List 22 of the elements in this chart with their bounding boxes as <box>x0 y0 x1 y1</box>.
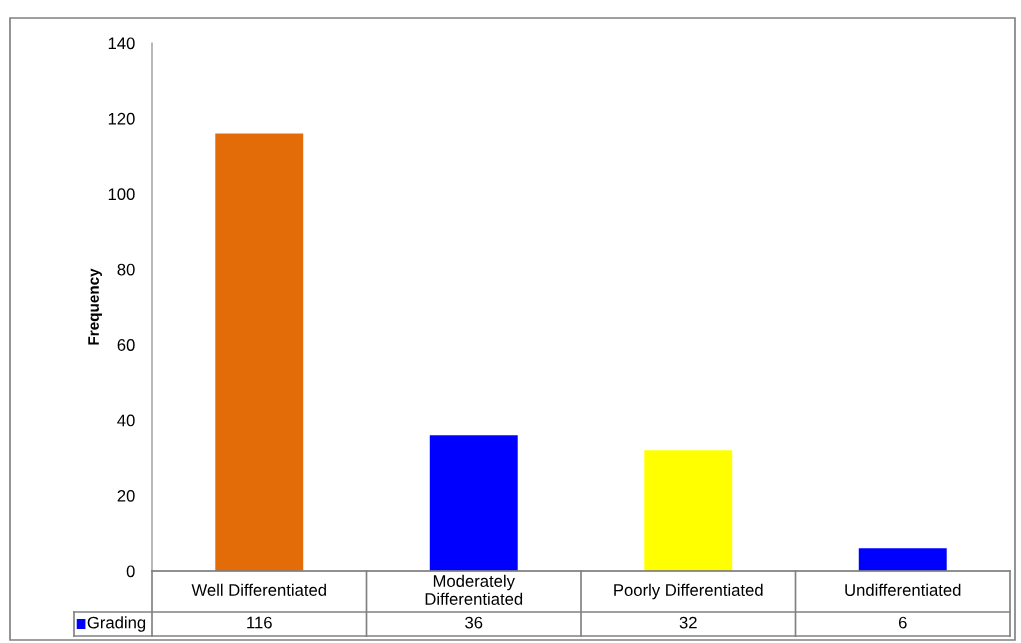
data-label: 6 <box>898 616 907 629</box>
y-tick-label: 100 <box>108 188 135 201</box>
x-tick-label: Undifferentiated <box>845 583 961 596</box>
y-tick-label: 120 <box>108 112 135 125</box>
y-tick-label: 80 <box>117 263 135 276</box>
data-label: 116 <box>247 616 272 629</box>
y-tick-label: 0 <box>126 565 135 578</box>
bar <box>429 435 518 571</box>
data-label: 36 <box>465 616 483 629</box>
y-tick-label: 40 <box>117 414 135 427</box>
x-tick-label: Poorly Differentiated <box>614 583 763 600</box>
bar <box>215 133 304 571</box>
x-tick-label: Well Differentiated <box>191 583 326 596</box>
y-tick-label: 60 <box>117 339 135 351</box>
legend-label: Grading <box>87 616 146 632</box>
y-tick-label: 140 <box>108 37 135 50</box>
bar <box>644 450 733 571</box>
y-axis-title: Frequency <box>88 268 102 345</box>
x-tick-label: Moderately Differentiated <box>425 574 523 605</box>
bar <box>858 548 947 571</box>
y-tick-label: 20 <box>117 489 135 502</box>
data-label: 32 <box>679 616 697 629</box>
